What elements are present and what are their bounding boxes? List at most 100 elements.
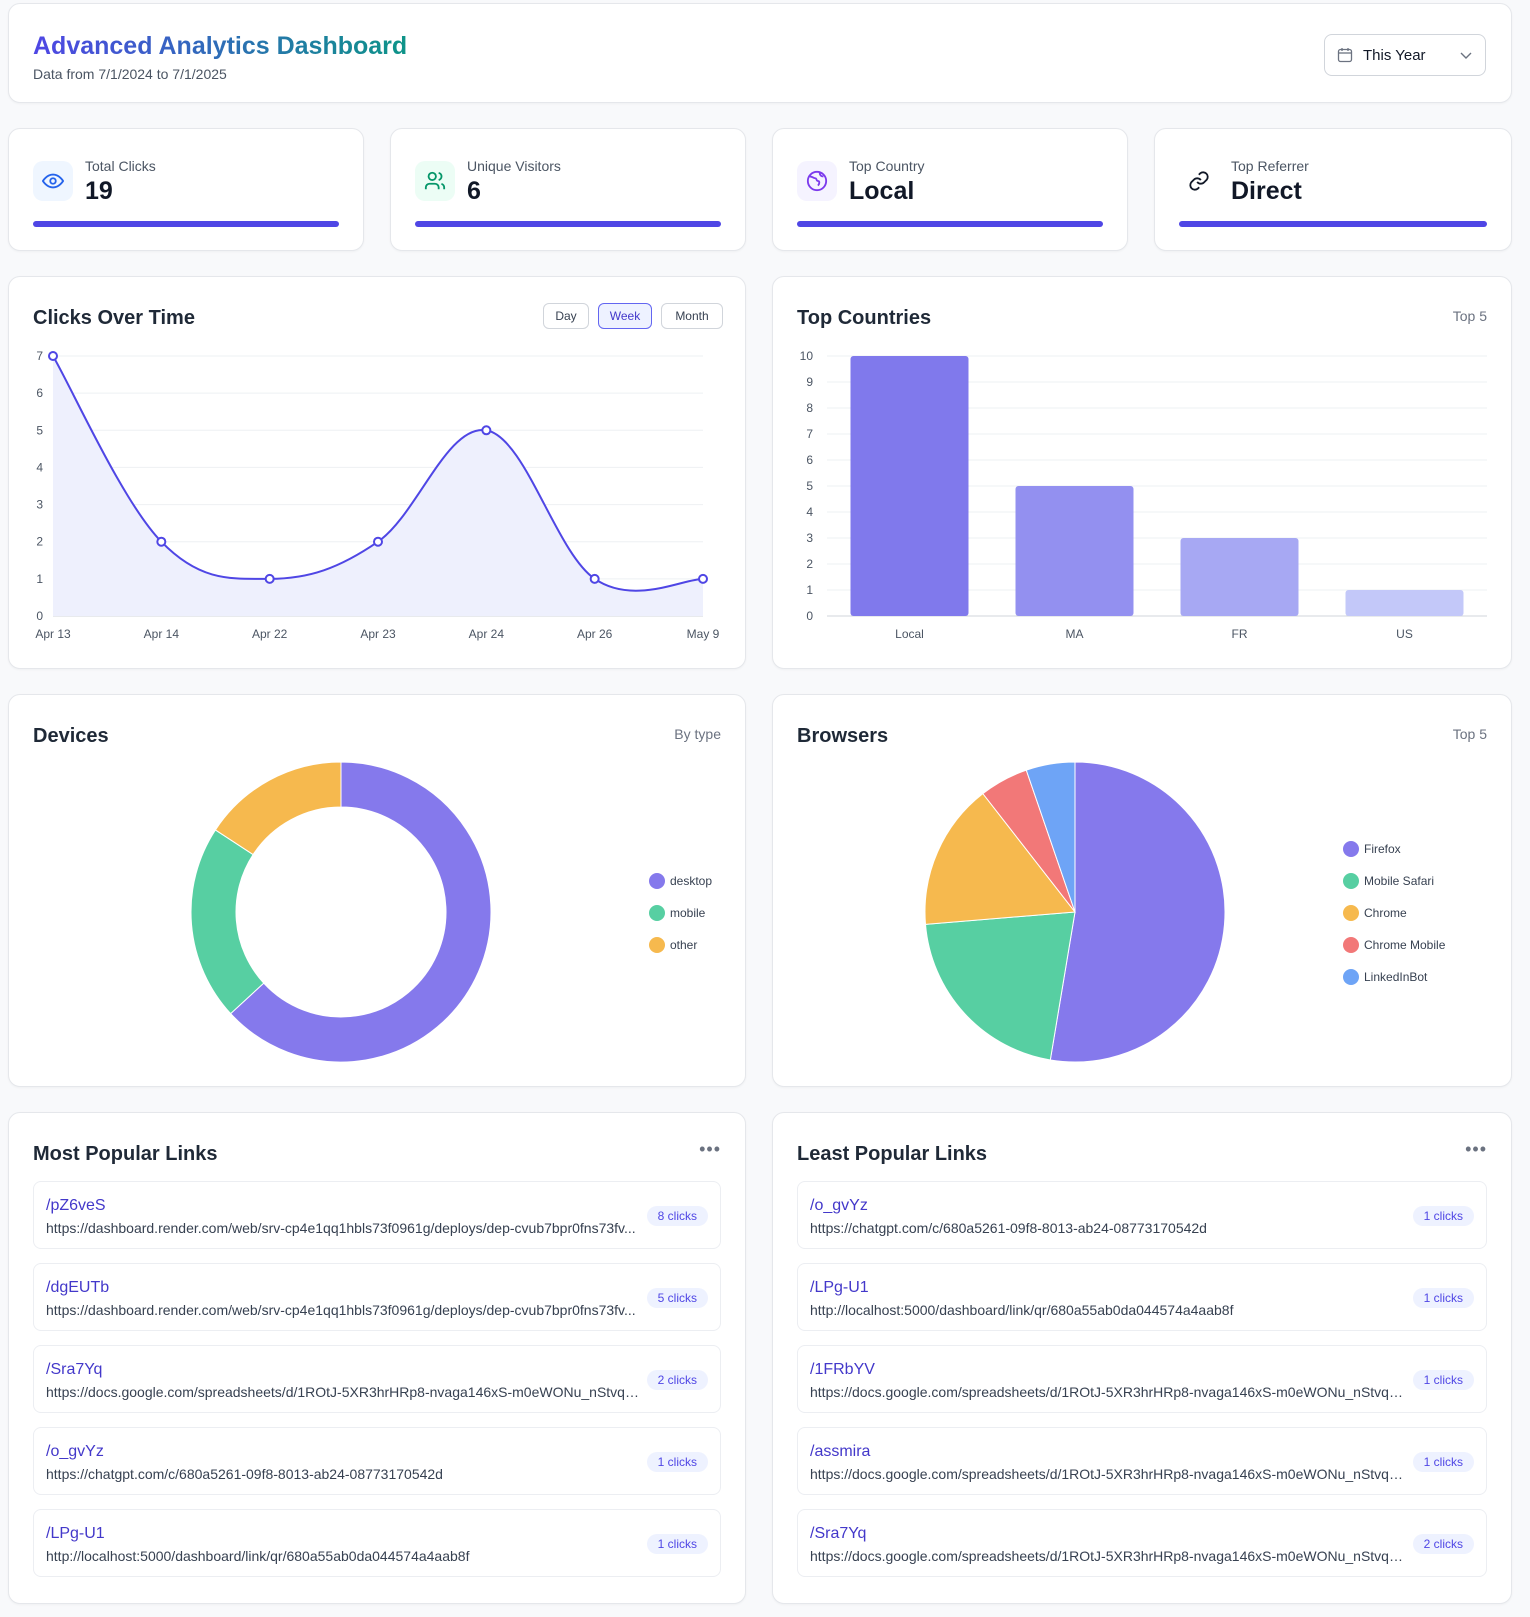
x-tick-label: Apr 14 (144, 627, 180, 641)
link-slug[interactable]: /pZ6veS (46, 1197, 106, 1214)
legend-dot (1343, 969, 1359, 985)
legend-item-firefox[interactable]: Firefox (1343, 833, 1445, 865)
link-list-item[interactable]: /LPg-U1 http://localhost:5000/dashboard/l… (33, 1509, 721, 1577)
pie-slice-mobile (190, 829, 265, 1015)
legend-item-chrome[interactable]: Chrome (1343, 897, 1445, 929)
stat-bar (33, 221, 339, 227)
link-list-item[interactable]: /dgEUTb https://dashboard.render.com/web/… (33, 1263, 721, 1331)
link-list-item[interactable]: /assmira https://docs.google.com/spreadsh… (797, 1427, 1487, 1495)
range-select[interactable]: This Year (1324, 34, 1486, 76)
legend-item-desktop[interactable]: desktop (649, 865, 712, 897)
link-list-item[interactable]: /Sra7Yq https://docs.google.com/spreadshe… (33, 1345, 721, 1413)
y-tick-label: 2 (806, 557, 813, 571)
y-tick-label: 4 (806, 505, 813, 519)
y-tick-label: 3 (806, 531, 813, 545)
stat-label: Top Referrer (1231, 158, 1309, 174)
card-title: Top Countries (797, 307, 932, 329)
legend-item-mobile-safari[interactable]: Mobile Safari (1343, 865, 1445, 897)
link-slug[interactable]: /LPg-U1 (810, 1279, 869, 1296)
clicks-badge: 8 clicks (646, 1206, 708, 1226)
devices-donut-chart (190, 761, 492, 1063)
legend-dot (649, 873, 665, 889)
link-slug[interactable]: /o_gvYz (810, 1197, 868, 1214)
link-url: https://dashboard.render.com/web/srv-cp4… (46, 1220, 636, 1236)
data-point (481, 425, 492, 436)
more-options-icon[interactable]: ••• (699, 1139, 721, 1159)
bar (1345, 590, 1464, 616)
browsers-card: Browsers Top 5 Firefox Mobile Safari Chr… (772, 694, 1512, 1087)
top-countries-card: Top Countries Top 5 0 1 2 3 4 5 6 7 8 9 10 Local MA F… (772, 276, 1512, 669)
legend-dot (649, 937, 665, 953)
link-slug[interactable]: /Sra7Yq (810, 1525, 867, 1542)
stat-bar (797, 221, 1103, 227)
data-point (589, 573, 600, 584)
link-slug[interactable]: /LPg-U1 (46, 1525, 105, 1542)
clicks-badge: 1 clicks (646, 1534, 708, 1554)
card-title: Devices (33, 725, 109, 747)
link-slug[interactable]: /Sra7Yq (46, 1361, 103, 1378)
pie-slice-desktop (229, 761, 492, 1063)
y-tick-label: 7 (36, 349, 43, 363)
link-url: https://chatgpt.com/c/680a5261-09f8-8013… (46, 1466, 443, 1482)
stat-value: Local (849, 177, 915, 205)
data-point (373, 536, 383, 547)
card-title: Least Popular Links (797, 1143, 988, 1165)
more-options-icon[interactable]: ••• (1465, 1139, 1487, 1159)
link-icon (1179, 161, 1219, 201)
clicks-badge: 1 clicks (646, 1452, 708, 1472)
link-list-item[interactable]: /pZ6veS https://dashboard.render.com/web/… (33, 1181, 721, 1249)
link-slug[interactable]: /assmira (810, 1443, 871, 1460)
legend-item-linkedinbot[interactable]: LinkedInBot (1343, 961, 1445, 993)
y-tick-label: 10 (800, 349, 814, 363)
link-url: https://dashboard.render.com/web/srv-cp4… (46, 1302, 636, 1318)
legend-item-mobile[interactable]: mobile (649, 897, 712, 929)
link-list-item[interactable]: /Sra7Yq https://docs.google.com/spreadshe… (797, 1509, 1487, 1577)
page-title: Advanced Analytics Dashboard (33, 32, 408, 60)
link-list-item[interactable]: /o_gvYz https://chatgpt.com/c/680a5261-09… (797, 1181, 1487, 1249)
stat-bar (1179, 221, 1487, 227)
clicks-badge: 1 clicks (1412, 1206, 1474, 1226)
link-url: https://docs.google.com/spreadsheets/d/1… (810, 1466, 1410, 1482)
legend-dot (1343, 873, 1359, 889)
data-point (156, 536, 167, 547)
x-tick-label: MA (1066, 627, 1084, 641)
x-tick-label: Apr 23 (360, 627, 396, 641)
x-tick-label: Local (895, 627, 924, 641)
pie-slice-other (214, 761, 342, 856)
legend-item-other[interactable]: other (649, 929, 712, 961)
link-slug[interactable]: /dgEUTb (46, 1279, 110, 1296)
globe-icon (797, 161, 837, 201)
tab-month[interactable]: Month (661, 303, 723, 329)
link-list-item[interactable]: /o_gvYz https://chatgpt.com/c/680a5261-09… (33, 1427, 721, 1495)
link-list-item[interactable]: /LPg-U1 http://localhost:5000/dashboard/l… (797, 1263, 1487, 1331)
x-tick-label: Apr 24 (469, 627, 505, 641)
link-url: http://localhost:5000/dashboard/link/qr/… (810, 1302, 1234, 1318)
x-tick-label: May 9 (687, 627, 720, 641)
y-tick-label: 6 (36, 386, 43, 400)
stat-bar (415, 221, 721, 227)
clicks-badge: 2 clicks (1412, 1534, 1474, 1554)
card-hint: By type (674, 726, 721, 742)
x-tick-label: FR (1232, 627, 1248, 641)
link-url: http://localhost:5000/dashboard/link/qr/… (46, 1548, 470, 1564)
link-url: https://docs.google.com/spreadsheets/d/1… (810, 1384, 1410, 1400)
clicks-badge: 1 clicks (1412, 1452, 1474, 1472)
x-tick-label: Apr 13 (35, 627, 71, 641)
legend-item-chrome-mobile[interactable]: Chrome Mobile (1343, 929, 1445, 961)
tab-day[interactable]: Day (543, 303, 589, 329)
clicks-badge: 1 clicks (1412, 1288, 1474, 1308)
y-tick-label: 7 (806, 427, 813, 441)
date-range-text: Data from 7/1/2024 to 7/1/2025 (33, 66, 227, 82)
pie-slice-chrome (924, 792, 1076, 925)
link-slug[interactable]: /1FRbYV (810, 1361, 875, 1378)
link-list-item[interactable]: /1FRbYV https://docs.google.com/spreadshe… (797, 1345, 1487, 1413)
stat-card-top-country: Top Country Local (772, 128, 1128, 251)
stat-card-total-clicks: Total Clicks 19 (8, 128, 364, 251)
link-slug[interactable]: /o_gvYz (46, 1443, 104, 1460)
tab-week[interactable]: Week (598, 303, 652, 329)
most-popular-links-card: Most Popular Links ••• /pZ6veS https://da… (8, 1112, 746, 1604)
x-tick-label: Apr 22 (252, 627, 288, 641)
y-tick-label: 8 (806, 401, 813, 415)
devices-legend: desktop mobile other (649, 865, 712, 961)
clicks-badge: 1 clicks (1412, 1370, 1474, 1390)
